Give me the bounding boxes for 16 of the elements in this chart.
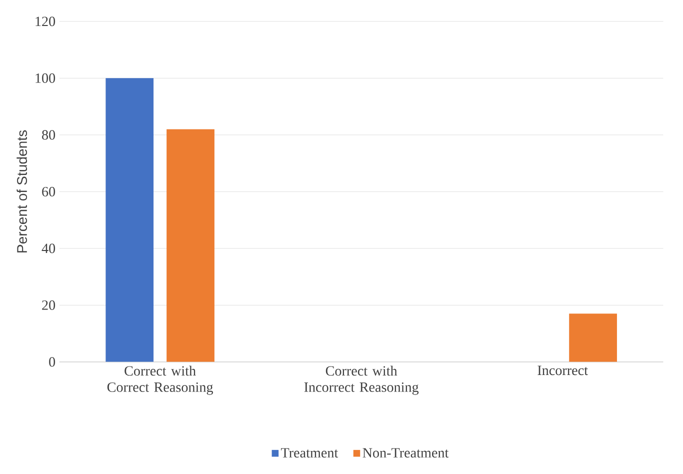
y-tick-label: 20 — [42, 300, 56, 310]
x-tick-label: Incorrect — [538, 366, 588, 375]
bar — [166, 129, 214, 362]
x-tick-label: Correct with Correct Reasoning — [107, 366, 214, 395]
y-tick-label: 120 — [36, 16, 56, 26]
y-tick-label: 100 — [36, 73, 56, 83]
legend-label: Treatment — [280, 448, 338, 458]
y-tick-label: 40 — [42, 244, 56, 254]
bar — [106, 78, 154, 362]
y-tick-label: 60 — [42, 186, 56, 196]
y-tick-label: 80 — [42, 130, 56, 140]
bar — [569, 314, 617, 362]
y-tick-label: 0 — [49, 357, 56, 367]
x-tick-label: Correct with Incorrect Reasoning — [304, 366, 419, 395]
legend-label: Non-Treatment — [362, 448, 449, 458]
y-axis-title: Percent of Students — [16, 130, 28, 252]
